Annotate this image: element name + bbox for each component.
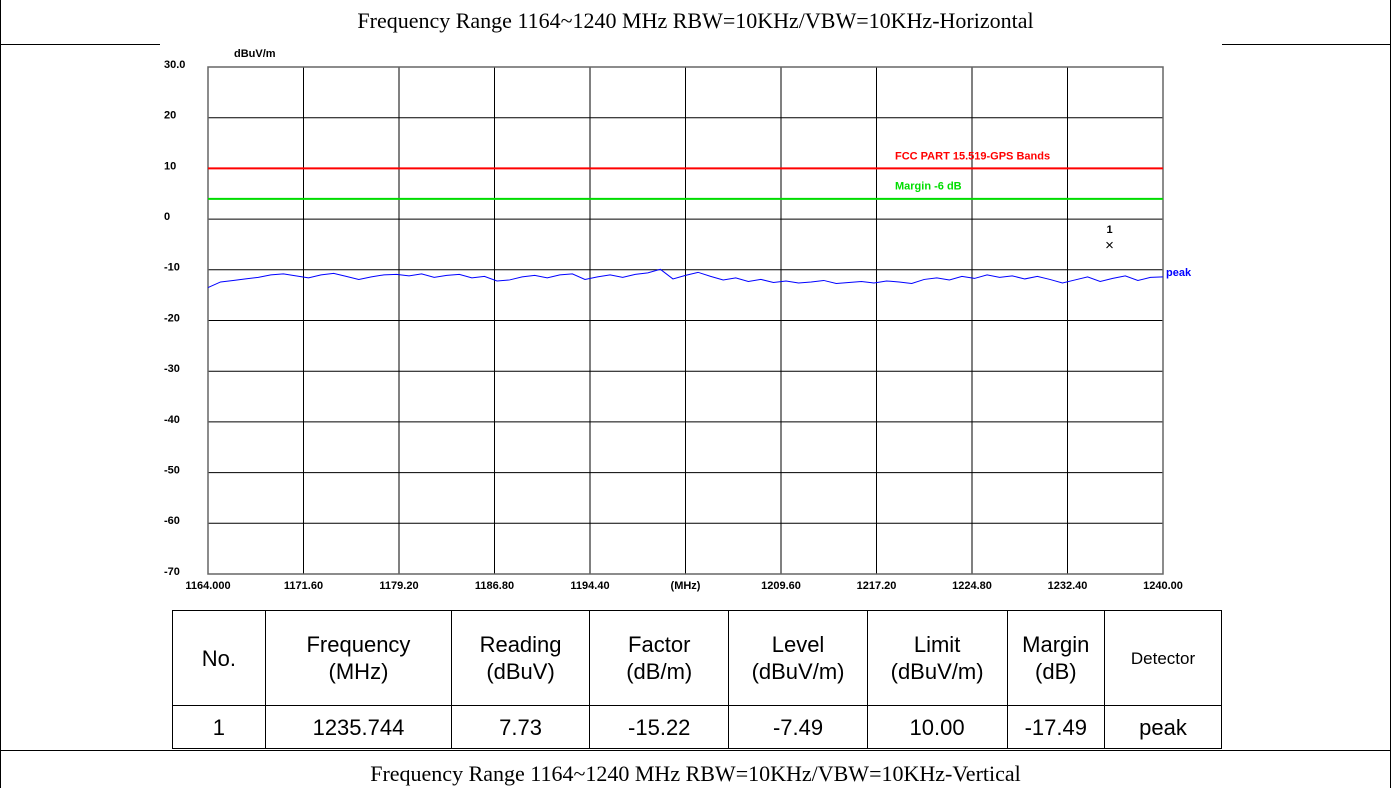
y-unit: dBuV/m [234,48,276,60]
limit-label: FCC PART 15.519-GPS Bands [895,150,1050,162]
trace [207,268,1164,289]
y-tick-label: 20 [164,110,176,122]
x-tick-label: 1217.20 [857,580,897,592]
data-row: 1 1235.744 7.73 -15.22 -7.49 10.00 -17.49 peak [172,705,1222,749]
data-cell: 7.73 [451,705,590,749]
header-row: No. Frequency (MHz) Reading (dBuV) Factor (… [172,610,1222,706]
y-tick-label: 0 [164,211,170,223]
x-tick-label: 1179.20 [379,580,418,592]
data-cell: -15.22 [588,705,730,749]
header-cell: No. [172,610,266,706]
y-tick-label: -30 [164,363,180,375]
footer-title: Frequency Range 1164~1240 MHz RBW=10KHz/… [370,761,1021,786]
header-cell: Margin (dB) [1006,610,1106,706]
data-cell: -17.49 [1006,705,1106,749]
y-tick-label: -10 [164,262,180,274]
x-tick-label: 1171.60 [284,580,323,592]
header-cell: Factor (dB/m) [588,610,730,706]
x-tick-label: 1232.40 [1048,580,1088,592]
rule [0,750,1391,751]
limit-label: Margin -6 dB [895,181,962,193]
x-tick-label: 1240.00 [1143,580,1183,592]
header-cell: Detector [1104,610,1222,706]
y-tick-label: -20 [164,312,180,324]
y-tick-label: -70 [164,566,180,578]
y-tick-label: -60 [164,515,180,527]
data-cell: peak [1104,705,1222,749]
data-cell: -7.49 [728,705,868,749]
header-cell: Frequency (MHz) [264,610,453,706]
result-table: No. Frequency (MHz) Reading (dBuV) Factor (… [172,610,1222,749]
rule [1222,44,1391,45]
header-cell: Level (dBuV/m) [728,610,868,706]
x-tick-label: 1186.80 [475,580,514,592]
x-tick-label: 1194.40 [570,580,609,592]
x-tick-label: 1164.000 [185,580,230,592]
marker-label: 1 [1106,224,1112,236]
rule [0,44,160,45]
data-cell: 10.00 [866,705,1008,749]
chart: 30.0 20 10 0 -10 -20 -30 -40 -50 -60 -70 dBuV/m 1164… [164,48,1192,592]
header-cell: Reading (dBuV) [451,610,590,706]
marker-symbol: × [1105,237,1114,254]
x-tick-label: 1209.60 [761,580,801,592]
header-title: Frequency Range 1164~1240 MHz RBW=10KHz/… [357,8,1034,33]
plot-frame [207,66,1164,575]
x-tick-label: 1224.80 [952,580,992,592]
y-tick-label: -40 [164,414,180,426]
data-cell: 1 [172,705,266,749]
series-label: peak [1166,267,1192,279]
data-cell: 1235.744 [264,705,453,749]
header-cell: Limit (dBuV/m) [866,610,1008,706]
x-tick-label: (MHz) [671,580,701,592]
y-tick-label: 10 [164,160,176,172]
y-tick-label: -50 [164,465,180,477]
y-tick-label: 30.0 [164,59,185,71]
